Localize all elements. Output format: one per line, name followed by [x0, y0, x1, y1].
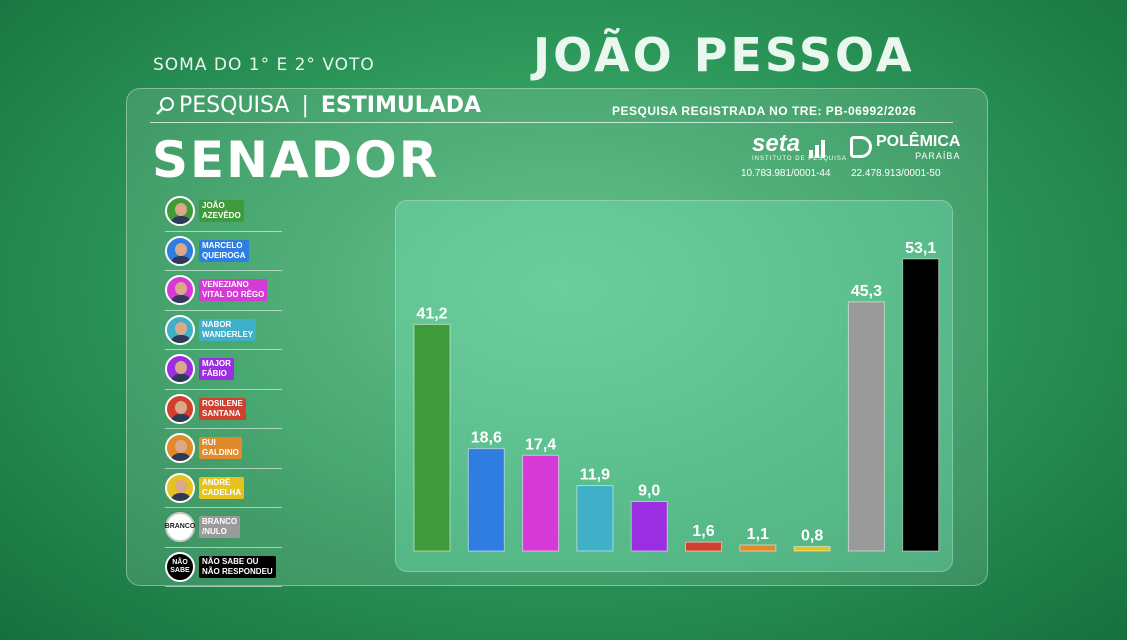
bar-value-label: 0,8	[801, 528, 823, 545]
candidate-label: BRANCO /NULO	[199, 516, 241, 539]
bar-chart: 41,2 18,6 17,4 11,9 9,0 1,6 1,1 0,8 45,3 53,1	[413, 240, 940, 552]
polemica-logo-sub: PARAÍBA	[915, 151, 961, 161]
bar	[576, 485, 614, 552]
search-icon	[156, 96, 174, 115]
seta-logo-sub: INSTITUTO DE PESQUISA	[752, 156, 847, 162]
survey-label: PESQUISA | ESTIMULADA	[155, 93, 481, 118]
polemica-cnpj: 22.478.913/0001-50	[851, 168, 941, 179]
bar-chart-icon	[808, 140, 827, 158]
bar	[467, 448, 505, 552]
candidate-label: JOÃO AZEVÊDO	[199, 200, 244, 223]
bar	[413, 323, 451, 552]
legend-item: JOÃO AZEVÊDO	[165, 192, 282, 232]
seta-logo: seta INSTITUTO DE PESQUISA	[752, 130, 847, 162]
legend-item: MARCELO QUEIROGA	[165, 232, 282, 271]
separator: |	[301, 93, 309, 118]
candidate-avatar	[165, 196, 195, 227]
bar-value-label: 1,1	[747, 526, 769, 543]
candidate-avatar	[165, 393, 195, 424]
candidate-avatar	[165, 314, 195, 345]
candidate-label: ROSILENE SANTANA	[199, 397, 246, 420]
option-badge: NÃO SABE	[165, 551, 195, 582]
bar-value-label: 18,6	[471, 430, 502, 447]
seta-logo-name: seta	[752, 130, 801, 157]
candidate-legend: JOÃO AZEVÊDO MARCELO QUEIROGA VENEZIANO VI…	[165, 192, 282, 587]
candidate-avatar	[165, 235, 195, 266]
legend-item: ANDRÉ CADELHA	[165, 469, 282, 508]
polemica-logo: POLÊMICA PARAÍBA	[850, 133, 960, 161]
candidate-avatar	[165, 354, 195, 385]
bar	[630, 501, 668, 552]
candidate-avatar	[165, 433, 195, 464]
candidate-label: MAJOR FÁBIO	[199, 358, 234, 381]
office-title: SENADOR	[152, 131, 440, 189]
bar-value-label: 41,2	[416, 305, 447, 322]
subtitle: SOMA DO 1° E 2° VOTO	[153, 55, 375, 75]
bar-value-label: 45,3	[851, 283, 882, 300]
candidate-avatar	[165, 275, 195, 306]
candidate-label: RUI GALDINO	[199, 437, 242, 460]
legend-item: NABOR WANDERLEY	[165, 311, 282, 350]
candidate-label: VENEZIANO VITAL DO RÊGO	[199, 279, 268, 302]
option-badge: BRANCO	[165, 512, 195, 543]
registry-text: PESQUISA REGISTRADA NO TRE: PB-06992/202…	[612, 104, 917, 118]
legend-item: VENEZIANO VITAL DO RÊGO	[165, 271, 282, 311]
seta-cnpj: 10.783.981/0001-44	[741, 168, 831, 179]
divider	[150, 122, 953, 123]
bar	[902, 258, 940, 552]
legend-item: MAJOR FÁBIO	[165, 350, 282, 390]
bar	[793, 546, 831, 552]
legend-item: BRANCO BRANCO /NULO	[165, 508, 282, 548]
legend-item: ROSILENE SANTANA	[165, 390, 282, 429]
bar	[522, 454, 560, 552]
bar-value-label: 11,9	[580, 467, 610, 484]
bar-value-label: 17,4	[525, 436, 556, 453]
candidate-label: NÃO SABE OU NÃO RESPONDEU	[199, 555, 276, 578]
candidate-avatar	[165, 472, 195, 503]
city-title: JOÃO PESSOA	[533, 28, 915, 82]
polemica-mark-icon	[850, 136, 872, 158]
survey-label-bold: ESTIMULADA	[320, 93, 482, 118]
bar	[847, 301, 885, 552]
candidate-label: ANDRÉ CADELHA	[199, 476, 245, 499]
bar-value-label: 1,6	[692, 523, 714, 540]
polemica-logo-name: POLÊMICA	[876, 133, 961, 150]
legend-item: NÃO SABE NÃO SABE OU NÃO RESPONDEU	[165, 548, 282, 587]
bar	[685, 541, 722, 552]
legend-item: RUI GALDINO	[165, 429, 282, 469]
candidate-label: NABOR WANDERLEY	[199, 318, 257, 341]
bar	[739, 544, 777, 552]
candidate-label: MARCELO QUEIROGA	[199, 239, 249, 262]
bar-value-label: 9,0	[638, 483, 660, 500]
bar-value-label: 53,1	[905, 240, 936, 257]
survey-label-light: PESQUISA	[179, 93, 290, 118]
